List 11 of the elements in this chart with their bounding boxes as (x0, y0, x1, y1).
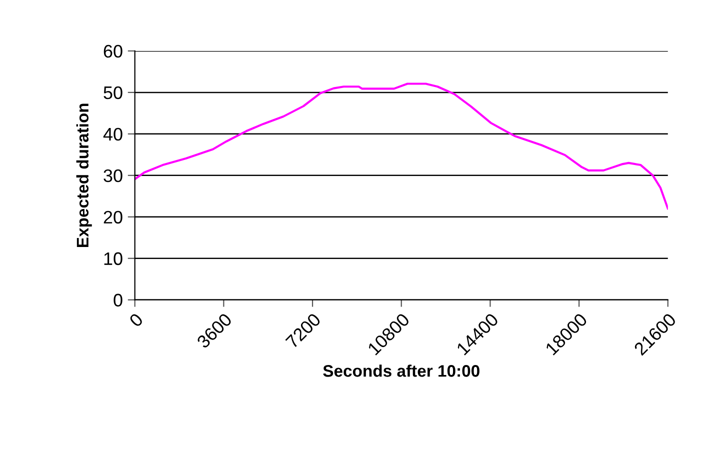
line-series (134, 82, 668, 210)
y-tick-label: 30 (104, 169, 122, 182)
x-tick-label: 0 (128, 312, 144, 328)
y-tick-label: 60 (104, 44, 122, 58)
y-tick-label: 20 (104, 210, 122, 224)
y-tick-label: 40 (103, 128, 122, 141)
y-axis-title: Expected duration (76, 104, 92, 247)
x-axis-title: Seconds after 10:00 (323, 364, 480, 377)
y-tick-label: 10 (104, 252, 122, 266)
y-tick-label: 0 (114, 294, 122, 307)
y-tick-label: 50 (104, 86, 122, 100)
